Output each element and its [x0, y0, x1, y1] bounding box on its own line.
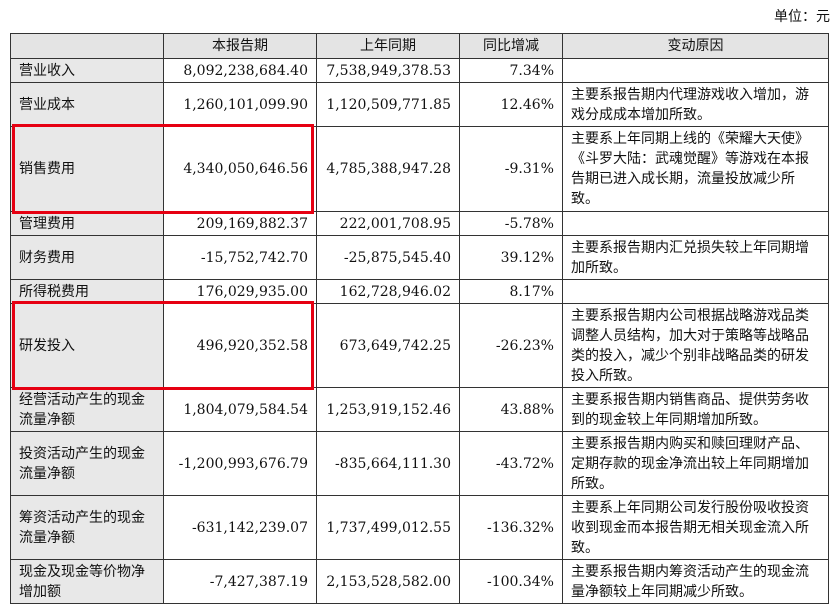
- row-current: -7,427,387.19: [163, 559, 317, 604]
- row-change: 43.88%: [459, 387, 563, 432]
- row-reason: 主要系报告期内购买和赎回理财产品、定期存款的现金净流出较上年同期增加所致。: [562, 431, 829, 496]
- row-reason: [562, 211, 829, 236]
- row-reason: 主要系报告期内代理游戏收入增加，游戏分成成本增加所致。: [562, 82, 829, 127]
- row-prior: 222,001,708.95: [316, 211, 460, 236]
- row-item: 营业成本: [10, 82, 164, 127]
- row-item: 筹资活动产生的现金流量净额: [10, 495, 164, 560]
- row-prior: 1,120,509,771.85: [316, 82, 460, 127]
- header-yoy-change: 同比增减: [459, 33, 563, 59]
- header-item: [10, 33, 164, 59]
- row-reason: [562, 279, 829, 304]
- row-reason: 主要系报告期内公司根据战略游戏品类调整人员结构，加大对于策略等战略品类的投入，减…: [562, 303, 829, 388]
- row-item: 经营活动产生的现金流量净额: [10, 387, 164, 432]
- row-item: 管理费用: [10, 211, 164, 236]
- row-reason: 主要系上年同期公司发行股份吸收投资收到现金而本报告期无相关现金流入所致。: [562, 495, 829, 560]
- table-row: 经营活动产生的现金流量净额 1,804,079,584.54 1,253,919…: [10, 387, 829, 432]
- table-header-row: 本报告期 上年同期 同比增减 变动原因: [10, 33, 829, 59]
- row-prior: 4,785,388,947.28: [316, 126, 460, 212]
- row-prior: 2,153,528,582.00: [316, 559, 460, 604]
- row-current: 8,092,238,684.40: [163, 58, 317, 83]
- row-current: -1,200,993,676.79: [163, 431, 317, 496]
- row-item: 财务费用: [10, 235, 164, 280]
- row-current: 496,920,352.58: [163, 303, 317, 388]
- row-reason: 主要系报告期内筹资活动产生的现金流量净额较上年同期减少所致。: [562, 559, 829, 604]
- row-reason: 主要系上年同期上线的《荣耀大天使》《斗罗大陆：武魂觉醒》等游戏在本报告期已进入成…: [562, 126, 829, 212]
- row-change: -5.78%: [459, 211, 563, 236]
- row-change: 7.34%: [459, 58, 563, 83]
- row-change: 12.46%: [459, 82, 563, 127]
- table-row: 销售费用 4,340,050,646.56 4,785,388,947.28 -…: [10, 126, 829, 212]
- row-item: 销售费用: [10, 126, 164, 212]
- row-item: 现金及现金等价物净增加额: [10, 559, 164, 604]
- table-row: 财务费用 -15,752,742.70 -25,875,545.40 39.12…: [10, 235, 829, 280]
- row-prior: 162,728,946.02: [316, 279, 460, 304]
- row-prior: 1,253,919,152.46: [316, 387, 460, 432]
- row-item: 所得税费用: [10, 279, 164, 304]
- row-item: 营业收入: [10, 58, 164, 83]
- header-current-period: 本报告期: [163, 33, 317, 59]
- table-row: 投资活动产生的现金流量净额 -1,200,993,676.79 -835,664…: [10, 431, 829, 496]
- row-change: -100.34%: [459, 559, 563, 604]
- row-reason: 主要系报告期内汇兑损失较上年同期增加所致。: [562, 235, 829, 280]
- unit-label: 单位：元: [774, 9, 830, 25]
- table-row: 营业成本 1,260,101,099.90 1,120,509,771.85 1…: [10, 82, 829, 127]
- table-row: 筹资活动产生的现金流量净额 -631,142,239.07 1,737,499,…: [10, 495, 829, 560]
- row-current: -15,752,742.70: [163, 235, 317, 280]
- row-change: -136.32%: [459, 495, 563, 560]
- row-prior: 1,737,499,012.55: [316, 495, 460, 560]
- table-row: 研发投入 496,920,352.58 673,649,742.25 -26.2…: [10, 303, 829, 388]
- row-prior: -25,875,545.40: [316, 235, 460, 280]
- table-row: 营业收入 8,092,238,684.40 7,538,949,378.53 7…: [10, 58, 829, 83]
- row-reason: [562, 58, 829, 83]
- row-prior: -835,664,111.30: [316, 431, 460, 496]
- row-prior: 7,538,949,378.53: [316, 58, 460, 83]
- row-change: -9.31%: [459, 126, 563, 212]
- row-current: 4,340,050,646.56: [163, 126, 317, 212]
- row-current: 176,029,935.00: [163, 279, 317, 304]
- row-change: 8.17%: [459, 279, 563, 304]
- row-change: 39.12%: [459, 235, 563, 280]
- header-prior-period: 上年同期: [316, 33, 460, 59]
- row-prior: 673,649,742.25: [316, 303, 460, 388]
- row-change: -43.72%: [459, 431, 563, 496]
- row-change: -26.23%: [459, 303, 563, 388]
- table-row: 所得税费用 176,029,935.00 162,728,946.02 8.17…: [10, 279, 829, 304]
- table-row: 现金及现金等价物净增加额 -7,427,387.19 2,153,528,582…: [10, 559, 829, 604]
- row-current: 1,804,079,584.54: [163, 387, 317, 432]
- row-current: 209,169,882.37: [163, 211, 317, 236]
- header-change-reason: 变动原因: [562, 33, 829, 59]
- table-row: 管理费用 209,169,882.37 222,001,708.95 -5.78…: [10, 211, 829, 236]
- row-item: 研发投入: [10, 303, 164, 388]
- row-item: 投资活动产生的现金流量净额: [10, 431, 164, 496]
- row-current: -631,142,239.07: [163, 495, 317, 560]
- row-reason: 主要系报告期内销售商品、提供劳务收到的现金较上年同期增加所致。: [562, 387, 829, 432]
- row-current: 1,260,101,099.90: [163, 82, 317, 127]
- financial-table: 本报告期 上年同期 同比增减 变动原因 营业收入 8,092,238,684.4…: [10, 33, 829, 604]
